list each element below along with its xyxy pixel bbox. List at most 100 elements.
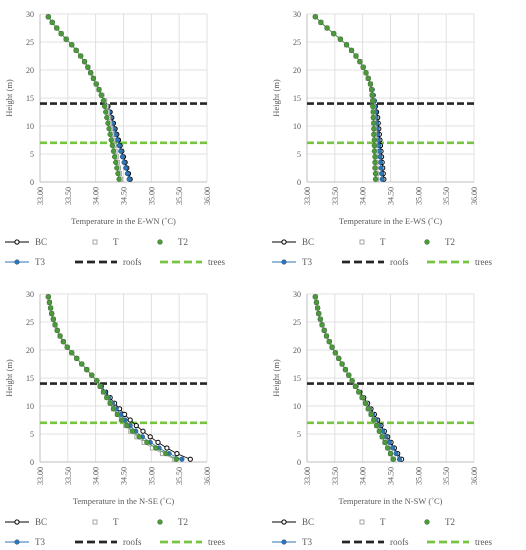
- series-t2-point: [101, 103, 108, 110]
- y-tick-label: 0: [297, 458, 301, 467]
- x-tick-label: 34.50: [120, 467, 129, 485]
- chart-n-sw: 33.00 33.50 34.00 34.50 35.00 35.50 36.00 0 5 10 1…: [271, 290, 492, 547]
- y-tick-label: 25: [293, 38, 301, 47]
- series-t2-point: [45, 294, 51, 300]
- legend-label-trees: trees: [475, 537, 492, 547]
- series-t2-point: [57, 333, 63, 339]
- y-tick-label: 15: [293, 94, 301, 103]
- series-t2-point: [349, 378, 355, 384]
- series-t2-point: [357, 58, 363, 65]
- series-t3-point: [118, 148, 124, 154]
- series-t2-point: [346, 372, 352, 378]
- series-t2-point: [368, 86, 375, 93]
- legend-swatch-t3: [281, 259, 287, 265]
- series-t2-point: [367, 81, 374, 87]
- series-t3-point: [123, 165, 129, 171]
- series-t2-point: [372, 176, 379, 182]
- series-t2-point: [45, 14, 51, 20]
- series-t2-point: [81, 58, 88, 65]
- y-tick-label: 20: [293, 346, 301, 355]
- series-t2-point: [313, 299, 320, 306]
- series-t2-point: [54, 25, 60, 31]
- series-t2-point: [379, 434, 385, 440]
- series-t2-point: [390, 456, 396, 462]
- series-t2-point: [88, 70, 94, 76]
- x-axis-title: Temperature in the E-WS (˚C): [339, 216, 442, 226]
- y-tick-label: 5: [297, 150, 301, 159]
- y-tick-label: 10: [26, 402, 34, 411]
- y-tick-label: 20: [293, 66, 301, 75]
- series-t2-point: [110, 148, 117, 154]
- series-t2-point: [371, 120, 377, 126]
- x-tick-label: 36.00: [203, 187, 212, 205]
- series-t2-point: [69, 350, 75, 356]
- legend-item-t3: T3: [5, 257, 45, 267]
- series-t3-point: [379, 171, 385, 177]
- series-t3-point: [116, 143, 122, 149]
- x-tick-label: 34.00: [92, 187, 101, 205]
- series-t2-point: [329, 344, 335, 350]
- series-t2-point: [106, 126, 112, 132]
- series-t2-point: [104, 114, 110, 121]
- legend-item-trees: trees: [160, 537, 225, 547]
- series-t2-point: [90, 75, 97, 82]
- x-tick-label: 33.50: [64, 467, 73, 485]
- x-axis-title: Temperature in the N-SE (˚C): [73, 496, 175, 506]
- series-t2-point: [387, 450, 394, 457]
- series-t2-point: [107, 400, 113, 406]
- legend-swatch-t2: [424, 519, 430, 525]
- series-t2-point: [96, 86, 102, 93]
- series-t2-point: [356, 389, 362, 395]
- series-t2-point: [370, 98, 376, 104]
- y-tick-label: 0: [30, 458, 34, 467]
- series-bc-point: [147, 434, 153, 440]
- legend-item-t2: T2: [424, 237, 455, 247]
- series-t2-point: [69, 42, 75, 48]
- legend-label-t2: T2: [178, 517, 188, 527]
- y-tick-label: 10: [293, 122, 301, 131]
- y-tick-label: 25: [293, 318, 301, 327]
- y-tick-label: 15: [293, 374, 301, 383]
- series-t2-point: [314, 305, 321, 311]
- legend-swatch-bc: [14, 519, 20, 525]
- y-tick-label: 15: [26, 94, 34, 103]
- series-t2-point: [46, 299, 53, 306]
- x-tick-label: 34.00: [92, 467, 101, 485]
- series-t2-point: [163, 450, 169, 457]
- legend-swatch-t2: [157, 239, 163, 245]
- series-t2-point: [312, 14, 318, 20]
- legend-item-trees: trees: [160, 257, 225, 267]
- series-t2-point: [103, 109, 109, 115]
- series-t2-point: [365, 406, 371, 412]
- y-tick-label: 0: [297, 178, 301, 187]
- series-bc-point: [174, 451, 180, 457]
- series-t2-point: [49, 19, 55, 26]
- x-tick-label: 35.50: [175, 467, 184, 485]
- y-tick-label: 25: [26, 318, 34, 327]
- legend-item-roofs: roofs: [75, 257, 142, 267]
- x-tick-label: 33.00: [303, 467, 312, 485]
- series-t2-point: [79, 361, 85, 367]
- series-t2-point: [348, 47, 355, 54]
- legend-item-roofs: roofs: [75, 537, 142, 547]
- x-tick-label: 34.00: [359, 467, 368, 485]
- series-t2-point: [372, 170, 379, 177]
- y-tick-label: 0: [30, 178, 34, 187]
- legend-item-bc: BC: [272, 237, 314, 247]
- series-t2-point: [111, 154, 118, 160]
- series-t2-point: [173, 456, 180, 462]
- series-t2-point: [332, 350, 339, 356]
- y-tick-label: 20: [26, 346, 34, 355]
- x-axis-title: Temperature in the E-WN (˚C): [71, 216, 176, 226]
- series-t2-point: [353, 53, 359, 59]
- x-tick-label: 35.50: [175, 187, 184, 205]
- series-t2-point: [153, 445, 159, 451]
- legend-item-bc: BC: [5, 237, 47, 247]
- legend-label-t3: T3: [35, 537, 45, 547]
- legend: BC T T2 T3 roofs trees: [272, 517, 492, 547]
- legend-swatch-bc: [281, 239, 287, 245]
- series-t2-point: [371, 417, 377, 423]
- legend-label-t2: T2: [445, 237, 455, 247]
- x-tick-label: 35.50: [442, 467, 451, 485]
